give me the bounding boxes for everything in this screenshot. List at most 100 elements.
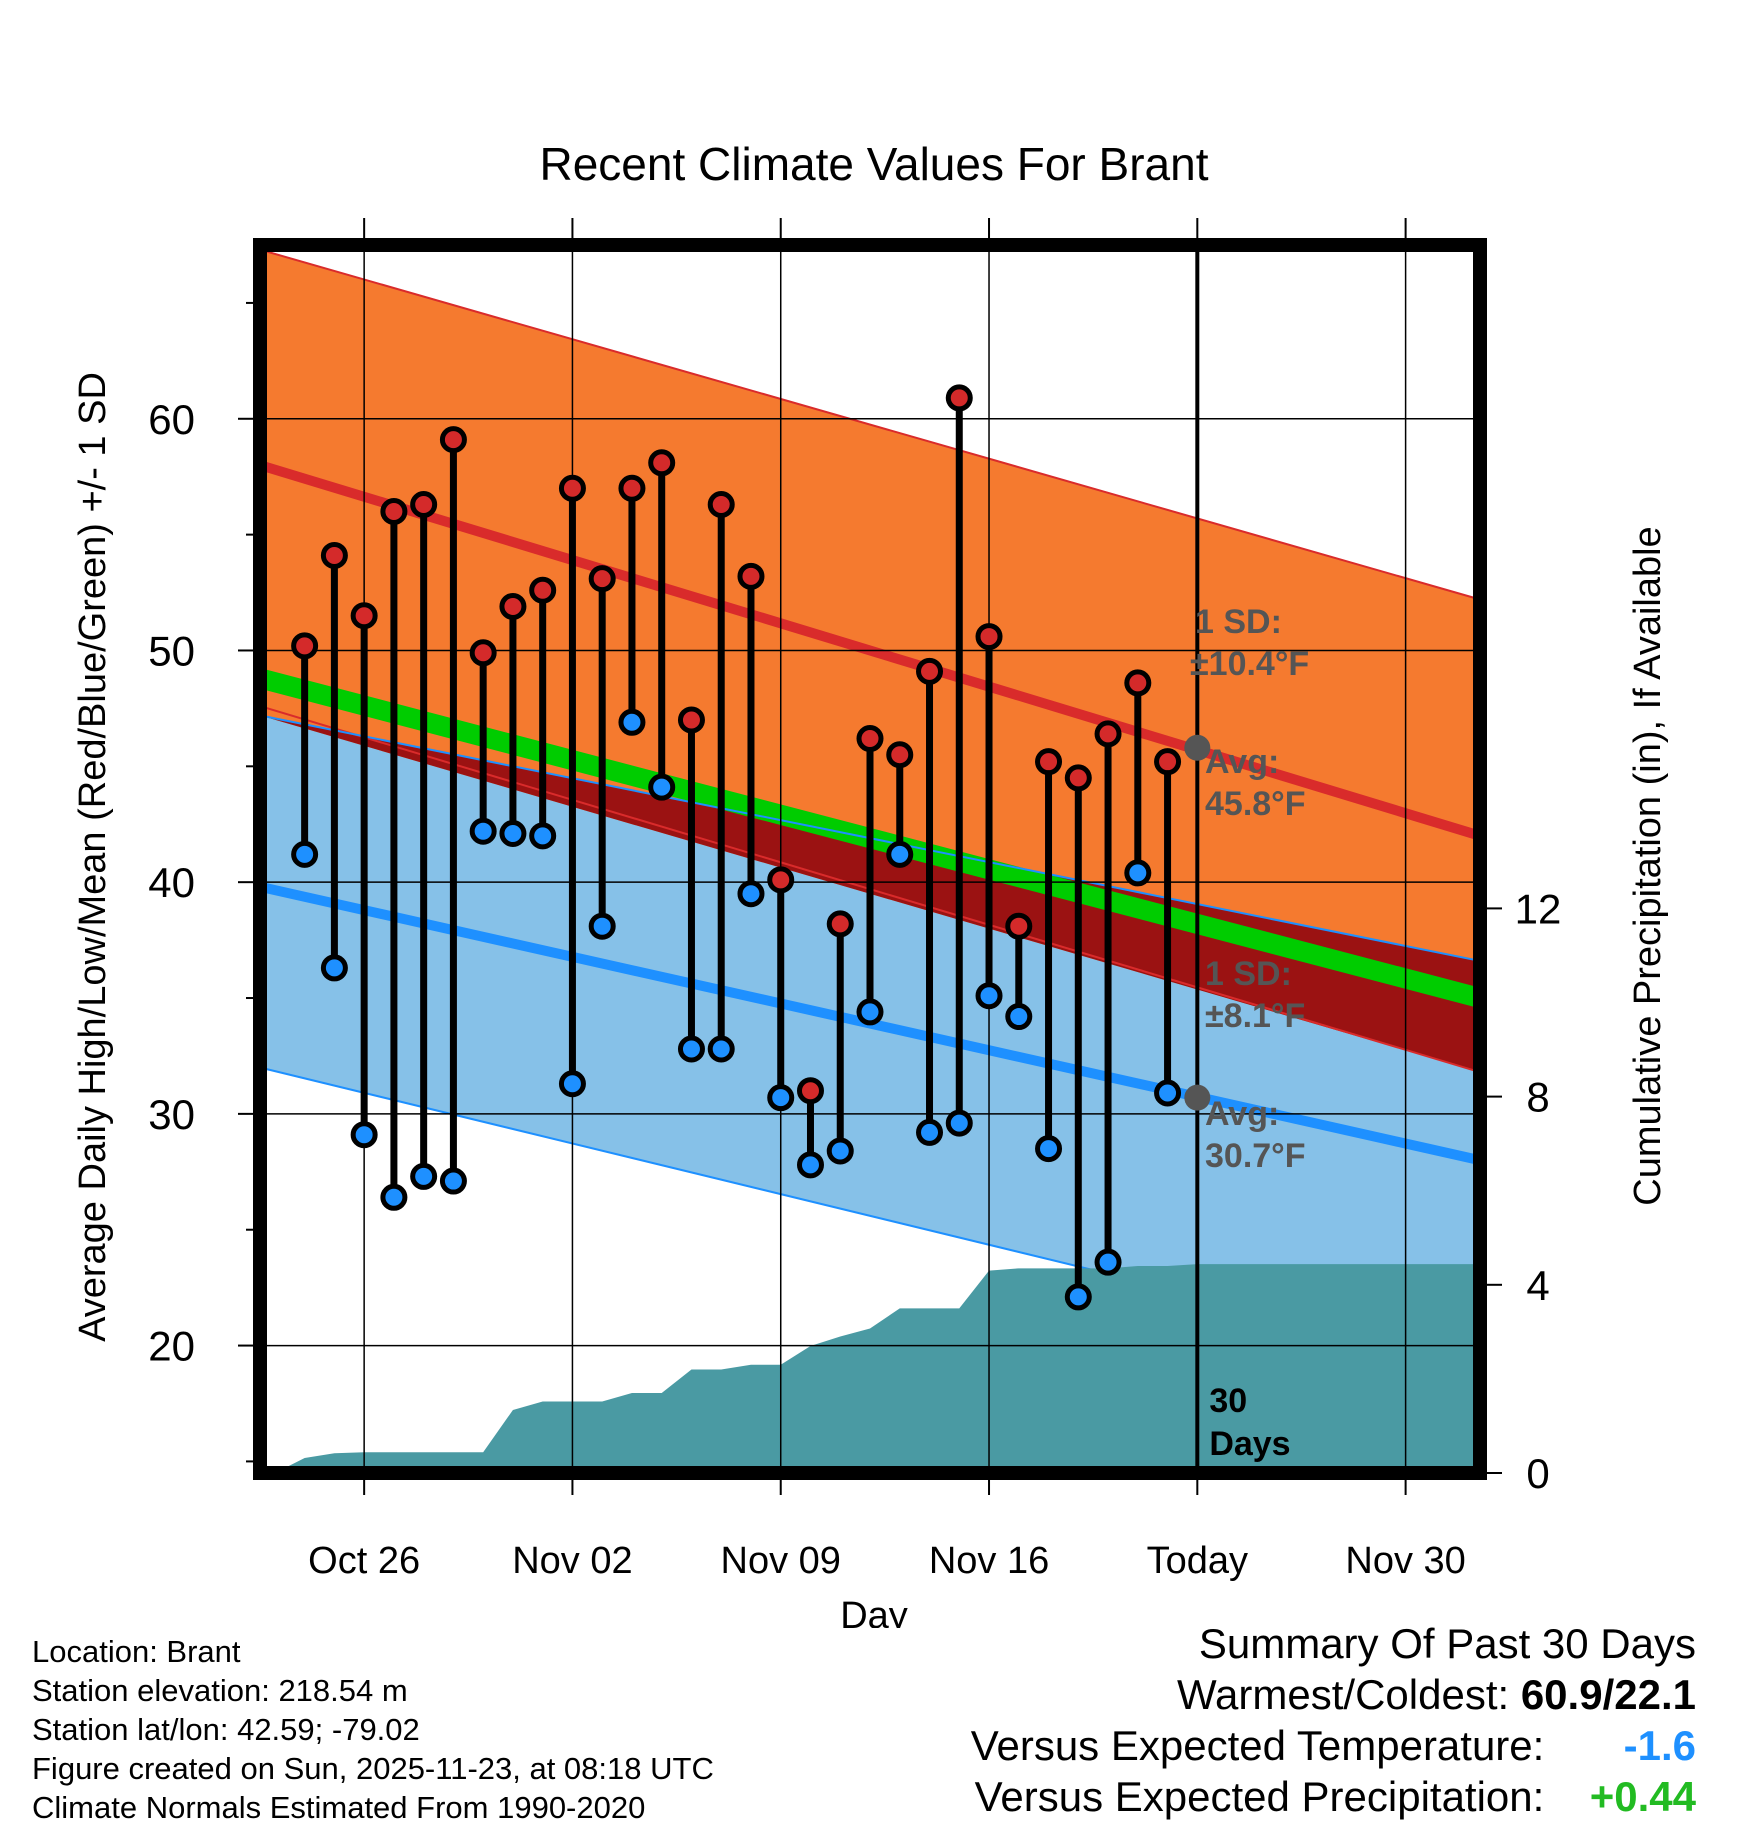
daily-high-point [648, 449, 676, 477]
summary-panel: Summary Of Past 30 Days Warmest/Coldest:… [971, 1618, 1696, 1822]
daily-low-point [320, 954, 348, 982]
daily-low-point [767, 1084, 795, 1112]
daily-low-point [648, 773, 676, 801]
daily-low-point [469, 817, 497, 845]
precip-anomaly-label: Versus Expected Precipitation: [974, 1773, 1545, 1820]
daily-low-point [826, 1137, 854, 1165]
daily-low-point [588, 912, 616, 940]
daily-high-point [469, 639, 497, 667]
high-avg-label: Avg: [1205, 743, 1279, 781]
daily-low-point [1035, 1135, 1063, 1163]
chart-title: Recent Climate Values For Brant [540, 138, 1209, 190]
daily-low-point [916, 1118, 944, 1146]
daily-low-point [796, 1151, 824, 1179]
info-latlon: Station lat/lon: 42.59; -79.02 [32, 1712, 420, 1747]
daily-low-point [1064, 1283, 1092, 1311]
daily-high-point [499, 592, 527, 620]
plot-frame [253, 238, 1487, 1480]
daily-high-point [439, 426, 467, 454]
daily-high-point [1094, 720, 1122, 748]
daily-high-point [558, 474, 586, 502]
today-low-avg-marker [1184, 1084, 1211, 1111]
y-tick-label: 30 [148, 1091, 195, 1138]
daily-high-point [916, 657, 944, 685]
daily-high-point [588, 565, 616, 593]
temp-anomaly-label: Versus Expected Temperature: [970, 1722, 1545, 1769]
y-tick-label: 50 [148, 627, 195, 674]
daily-high-point [886, 741, 914, 769]
low-sd-value: ±8.1°F [1205, 997, 1305, 1035]
x-tick-label: Nov 30 [1345, 1540, 1465, 1582]
x-tick-label: Nov 02 [512, 1540, 632, 1582]
high-avg-value: 45.8°F [1205, 785, 1306, 823]
daily-low-point [1094, 1248, 1122, 1276]
daily-high-point [677, 706, 705, 734]
y-tick-label: 60 [148, 396, 195, 443]
daily-high-point [291, 632, 319, 660]
daily-high-point [380, 497, 408, 525]
temp-anomaly-value: -1.6 [1623, 1722, 1696, 1769]
y-axis-label: Average Daily High/Low/Mean (Red/Blue/Gr… [72, 372, 114, 1342]
daily-high-point [826, 910, 854, 938]
daily-high-point [707, 491, 735, 519]
daily-high-point [945, 384, 973, 412]
x-tick-label: Nov 09 [721, 1540, 841, 1582]
low-sd-label: 1 SD: [1205, 955, 1292, 993]
daily-low-point [975, 982, 1003, 1010]
daily-low-point [558, 1070, 586, 1098]
daily-high-point [1124, 669, 1152, 697]
climate-chart: Recent Climate Values For Brant Day Aver… [72, 138, 1669, 1628]
warmest-coldest-label: Warmest/Coldest: [1176, 1671, 1510, 1718]
summary-temp-row: Versus Expected Temperature: -1.6 [971, 1720, 1696, 1771]
daily-high-point [737, 562, 765, 590]
daily-low-point [529, 822, 557, 850]
daily-low-point [886, 840, 914, 868]
daily-low-point [856, 998, 884, 1026]
today-label-line2: Days [1209, 1425, 1290, 1463]
daily-low-point [291, 840, 319, 868]
daily-low-point [350, 1121, 378, 1149]
daily-low-point [677, 1035, 705, 1063]
y-tick-label: 20 [148, 1323, 195, 1370]
low-sd-band [260, 715, 1480, 1365]
y-tick-label: 40 [148, 859, 195, 906]
daily-low-point [439, 1167, 467, 1195]
high-sd-label: 1 SD: [1195, 603, 1282, 641]
info-created: Figure created on Sun, 2025-11-23, at 08… [32, 1751, 714, 1786]
x-axis-label: Day [840, 1595, 908, 1628]
y2-axis-label: Cumulative Precipitation (in), If Availa… [1627, 526, 1669, 1205]
daily-low-point [707, 1035, 735, 1063]
x-tick-label: Nov 16 [929, 1540, 1049, 1582]
low-avg-label: Avg: [1205, 1095, 1279, 1133]
daily-high-point [767, 866, 795, 894]
info-location: Location: Brant [32, 1634, 241, 1669]
daily-high-point [618, 474, 646, 502]
daily-high-point [796, 1077, 824, 1105]
y2-tick-label: 8 [1526, 1074, 1549, 1121]
daily-low-point [618, 708, 646, 736]
daily-high-point [1154, 748, 1182, 776]
today-high-avg-marker [1184, 734, 1211, 761]
daily-low-point [499, 820, 527, 848]
high-sd-band [260, 249, 1480, 1073]
y2-tick-label: 4 [1526, 1262, 1549, 1309]
y2-tick-label: 12 [1515, 885, 1562, 932]
daily-high-point [410, 491, 438, 519]
daily-high-point [975, 623, 1003, 651]
daily-high-point [856, 725, 884, 753]
y2-tick-label: 0 [1526, 1450, 1549, 1497]
daily-high-point [350, 602, 378, 630]
daily-low-point [737, 880, 765, 908]
today-label-line1: 30 [1209, 1382, 1247, 1420]
station-info: Location: Brant Station elevation: 218.5… [32, 1632, 714, 1827]
precip-anomaly-value: +0.44 [1589, 1773, 1696, 1820]
daily-low-point [410, 1162, 438, 1190]
warmest-coldest-value: 60.9/22.1 [1520, 1671, 1696, 1718]
x-tick-label: Today [1147, 1540, 1248, 1582]
high-upper-sd-line [259, 248, 1481, 601]
summary-warmest-row: Warmest/Coldest: 60.9/22.1 [971, 1669, 1696, 1720]
high-sd-value: ±10.4°F [1190, 645, 1309, 683]
daily-high-point [1064, 764, 1092, 792]
daily-low-point [380, 1183, 408, 1211]
x-tick-label: Oct 26 [308, 1540, 420, 1582]
